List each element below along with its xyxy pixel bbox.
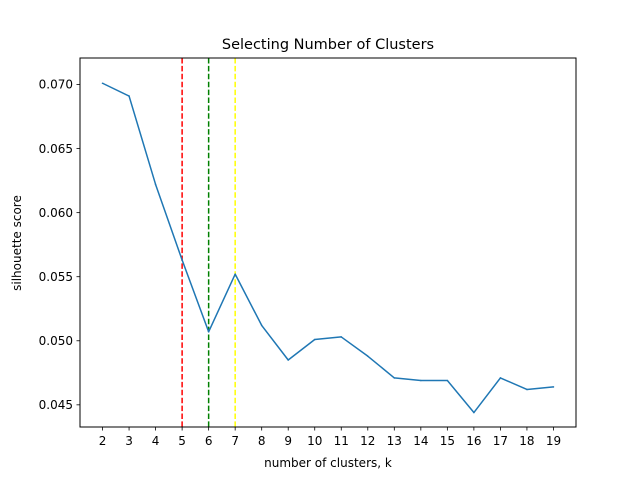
data-point-k-18	[526, 388, 528, 391]
y-tick-label-5: 0.070	[39, 78, 73, 92]
x-tick-label-3: 3	[125, 434, 133, 448]
data-point-k-15	[446, 379, 449, 382]
data-point-k-11	[340, 336, 343, 338]
data-point-k-6	[207, 331, 210, 333]
series-layer	[101, 82, 555, 414]
x-tick-label-5: 5	[178, 434, 186, 448]
data-point-k-4	[154, 183, 157, 186]
data-point-k-17	[499, 377, 502, 379]
x-tick-label-2: 2	[99, 434, 107, 448]
x-axis-ticks: 2 3 4 5 6 7 8 9 10 11 12 13 14 15 16 17 18 19	[99, 427, 561, 448]
x-tick-label-12: 12	[360, 434, 375, 448]
plot-area-frame	[79, 57, 577, 428]
x-tick-label-15: 15	[440, 434, 455, 448]
x-tick-label-10: 10	[307, 434, 322, 448]
x-tick-label-8: 8	[258, 434, 266, 448]
x-tick-label-7: 7	[231, 434, 239, 448]
data-point-k-14	[420, 379, 422, 382]
data-point-k-3	[128, 95, 130, 97]
data-point-k-8	[260, 324, 263, 327]
x-tick-label-11: 11	[334, 434, 349, 448]
x-tick-label-14: 14	[413, 434, 428, 448]
data-point-k-2	[101, 82, 104, 85]
x-tick-label-6: 6	[205, 434, 213, 448]
y-tick-label-3: 0.060	[39, 206, 73, 220]
data-point-k-12	[366, 355, 369, 357]
y-axis-ticks: 0.045 0.050 0.055 0.060 0.065 0.070	[39, 78, 80, 412]
data-point-k-9	[287, 359, 290, 361]
x-tick-label-4: 4	[152, 434, 160, 448]
y-tick-label-0: 0.045	[39, 398, 73, 412]
data-point-k-13	[393, 377, 396, 379]
vertical-reference-lines	[181, 58, 236, 427]
x-tick-label-16: 16	[466, 434, 481, 448]
x-tick-label-18: 18	[519, 434, 534, 448]
y-tick-label-1: 0.050	[39, 334, 73, 348]
x-axis-label: number of clusters, k	[264, 456, 392, 470]
x-tick-label-13: 13	[387, 434, 402, 448]
data-point-k-19	[552, 386, 555, 388]
data-point-k-10	[313, 338, 316, 341]
x-tick-label-17: 17	[493, 434, 508, 448]
series-line-0	[102, 82, 554, 414]
x-tick-label-9: 9	[284, 434, 292, 448]
y-tick-label-2: 0.055	[39, 270, 73, 284]
data-point-k-16	[473, 411, 475, 414]
y-tick-label-4: 0.065	[39, 142, 73, 156]
chart-title: Selecting Number of Clusters	[222, 37, 434, 53]
y-axis-label: silhouette score	[10, 195, 24, 291]
x-tick-label-19: 19	[546, 434, 561, 448]
data-point-k-7	[234, 273, 236, 275]
data-point-k-5	[181, 259, 183, 261]
